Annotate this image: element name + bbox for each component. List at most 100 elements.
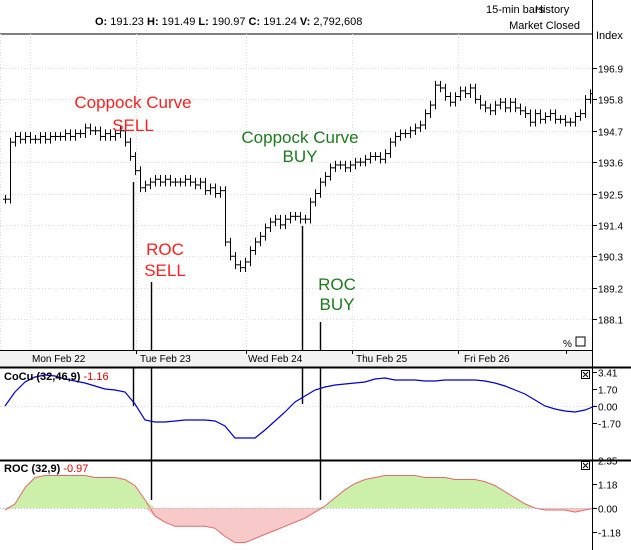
price-bar (493, 100, 498, 116)
price-tick-label: 194.7 (598, 128, 623, 139)
close-icon (582, 462, 589, 469)
price-bar (203, 177, 208, 195)
price-bar (588, 89, 593, 104)
price-bar (238, 260, 243, 272)
price-series (3, 80, 593, 272)
annotation-text: SELL (112, 116, 154, 135)
price-bar (558, 115, 563, 124)
price-bar (348, 160, 353, 173)
price-bar (38, 132, 43, 144)
price-bar (548, 109, 553, 121)
price-bar (483, 100, 488, 113)
price-bar (128, 137, 133, 161)
price-bar (423, 109, 428, 130)
date-tick-label: Wed Feb 24 (248, 354, 303, 365)
price-bar (438, 80, 443, 93)
price-tick-label: 191.4 (598, 222, 623, 233)
percent-toggle-checkbox[interactable] (575, 336, 586, 347)
price-bar (368, 152, 373, 164)
price-bar (253, 237, 258, 255)
signal-annotation: ROC SELL (144, 240, 186, 280)
quote-header: O: 191.23 H: 191.49 L: 190.97 C: 191.24 … (95, 4, 623, 42)
coppock-legend: CoCu (32,46,9) -1.16 (4, 371, 109, 383)
roc-tick-label: 0.00 (598, 505, 618, 516)
price-bar (563, 115, 568, 127)
price-tick-label: 193.6 (598, 159, 623, 170)
price-bar (363, 154, 368, 167)
price-bar (98, 126, 103, 141)
roc-line (4, 475, 596, 544)
price-bar (198, 177, 203, 190)
roc-tick-label: 2.35 (598, 457, 618, 468)
price-bar (293, 212, 298, 221)
price-bar (518, 103, 523, 116)
price-bar (88, 123, 93, 136)
price-bar (228, 237, 233, 261)
price-bar (448, 92, 453, 107)
price-bar (393, 132, 398, 147)
history-link[interactable]: History (535, 4, 570, 16)
ohlcv-value: 190.97 (212, 16, 246, 28)
price-bar (528, 109, 533, 127)
coppock-curve-line (4, 374, 596, 439)
price-grid (0, 34, 592, 350)
price-bar (313, 189, 318, 207)
annotation-text: BUY (283, 147, 318, 166)
price-bar (13, 132, 18, 147)
price-bar (478, 95, 483, 110)
price-bar (3, 194, 8, 204)
price-bar (308, 197, 313, 224)
price-bar (23, 132, 28, 144)
price-bar (18, 132, 23, 144)
price-bar (488, 103, 493, 116)
price-tick-label: 195.8 (598, 96, 623, 107)
roc-tick-label: 1.18 (598, 481, 618, 492)
annotation-text: BUY (320, 295, 355, 314)
price-bar (418, 120, 423, 133)
price-bar (318, 177, 323, 198)
price-y-axis: 196.9 195.8 194.7 193.6 192.5 191.4 190.3 189.2… (592, 65, 623, 327)
price-bar (153, 174, 158, 187)
price-bar (413, 123, 418, 136)
coppock-params: (32,46,9) (36, 371, 83, 383)
price-bar (108, 129, 113, 141)
signal-lines (132, 182, 322, 500)
price-tick-label: 196.9 (598, 65, 623, 76)
roc-params: (32,9) (32, 463, 64, 475)
price-bar (583, 95, 588, 118)
price-bar (118, 126, 123, 138)
ohlcv-label: C: (245, 16, 263, 28)
price-bar (498, 97, 503, 110)
price-bar (468, 83, 473, 98)
price-bar (93, 126, 98, 136)
price-tick-label: 192.5 (598, 191, 623, 202)
roc-legend: ROC (32,9) -0.97 (4, 463, 88, 475)
roc-panel: 2.35 1.18 0.00 -1.18 ROC (32,9) -0.97 (0, 457, 621, 544)
price-tick-label: 189.2 (598, 285, 623, 296)
price-bar (578, 109, 583, 121)
ohlcv-value: 191.24 (263, 16, 297, 28)
coppock-tick-label: -1.70 (598, 420, 621, 431)
percent-toggle-label: % (563, 339, 572, 350)
price-bar (288, 212, 293, 224)
coppock-tick-label: 0.00 (598, 403, 618, 414)
price-bar (508, 97, 513, 113)
price-bar (463, 86, 468, 98)
price-bar (53, 132, 58, 141)
price-bar (148, 177, 153, 190)
price-bar (573, 112, 578, 127)
price-bar (263, 223, 268, 241)
price-tick-label: 190.3 (598, 253, 623, 264)
price-bar (398, 129, 403, 141)
signal-annotation: Coppock Curve SELL (74, 93, 191, 135)
price-bar (48, 132, 53, 144)
price-bar (63, 129, 68, 141)
price-bar (323, 172, 328, 187)
price-bar (8, 137, 13, 204)
price-bar (223, 186, 228, 247)
price-bar (303, 214, 308, 224)
price-bar (453, 92, 458, 107)
